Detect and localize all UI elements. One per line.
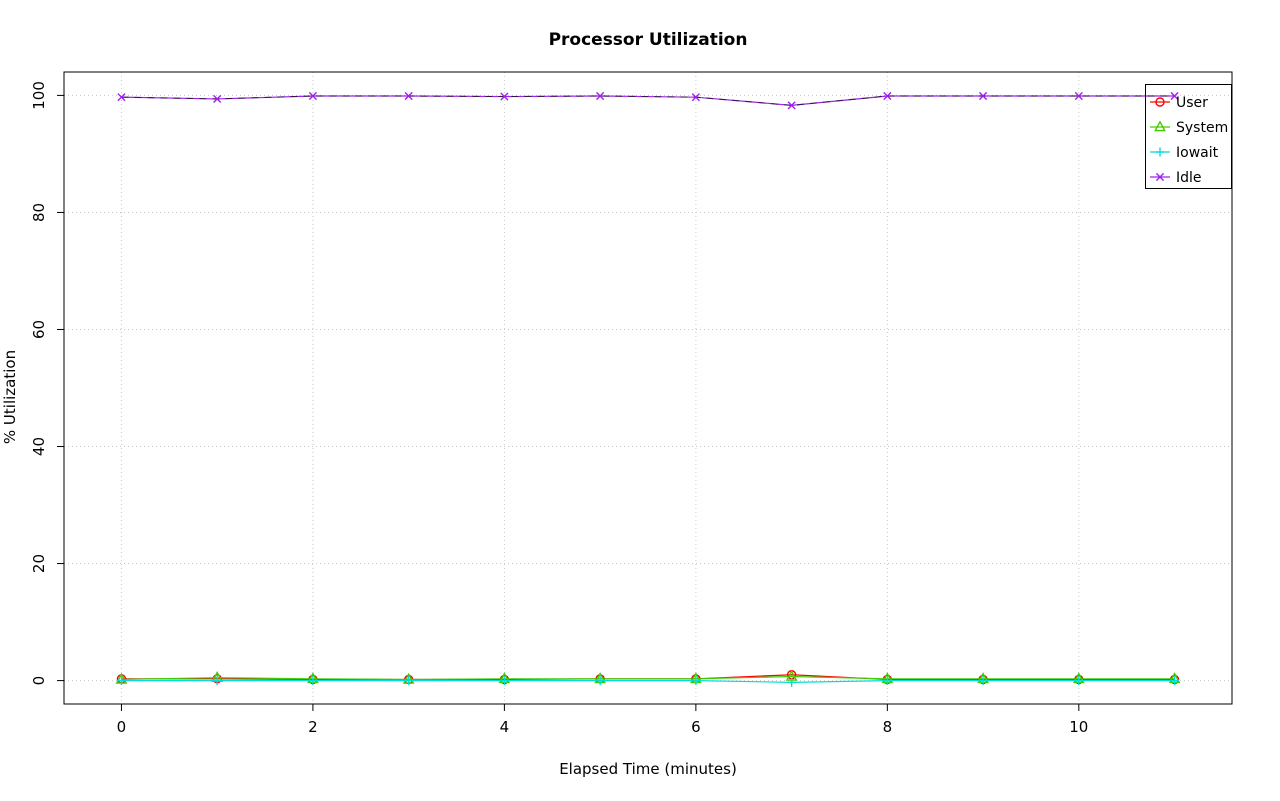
x-axis-label: Elapsed Time (minutes) bbox=[559, 760, 737, 778]
x-tick-label: 0 bbox=[117, 718, 127, 736]
legend-label-idle: Idle bbox=[1176, 170, 1202, 186]
y-tick-label: 0 bbox=[30, 676, 48, 686]
legend-label-user: User bbox=[1176, 95, 1208, 111]
x-tick-label: 10 bbox=[1069, 718, 1088, 736]
legend-label-iowait: Iowait bbox=[1176, 145, 1219, 161]
series-system bbox=[115, 669, 1181, 684]
x-tick-label: 6 bbox=[691, 718, 701, 736]
y-tick-label: 20 bbox=[30, 554, 48, 573]
y-tick-label: 60 bbox=[30, 320, 48, 339]
y-tick-label: 40 bbox=[30, 437, 48, 456]
legend: User System Iowait Idle bbox=[1145, 84, 1232, 189]
y-tick-label: 80 bbox=[30, 203, 48, 222]
y-tick-label: 100 bbox=[30, 81, 48, 110]
gridlines bbox=[64, 72, 1232, 704]
x-tick-label: 8 bbox=[883, 718, 893, 736]
x-tick-label: 2 bbox=[308, 718, 318, 736]
series-user bbox=[116, 670, 1180, 685]
chart-title: Processor Utilization bbox=[548, 30, 748, 50]
series-iowait bbox=[116, 676, 1180, 687]
series-idle bbox=[117, 91, 1179, 110]
x-tick-label: 4 bbox=[500, 718, 510, 736]
legend-label-system: System bbox=[1176, 120, 1228, 136]
